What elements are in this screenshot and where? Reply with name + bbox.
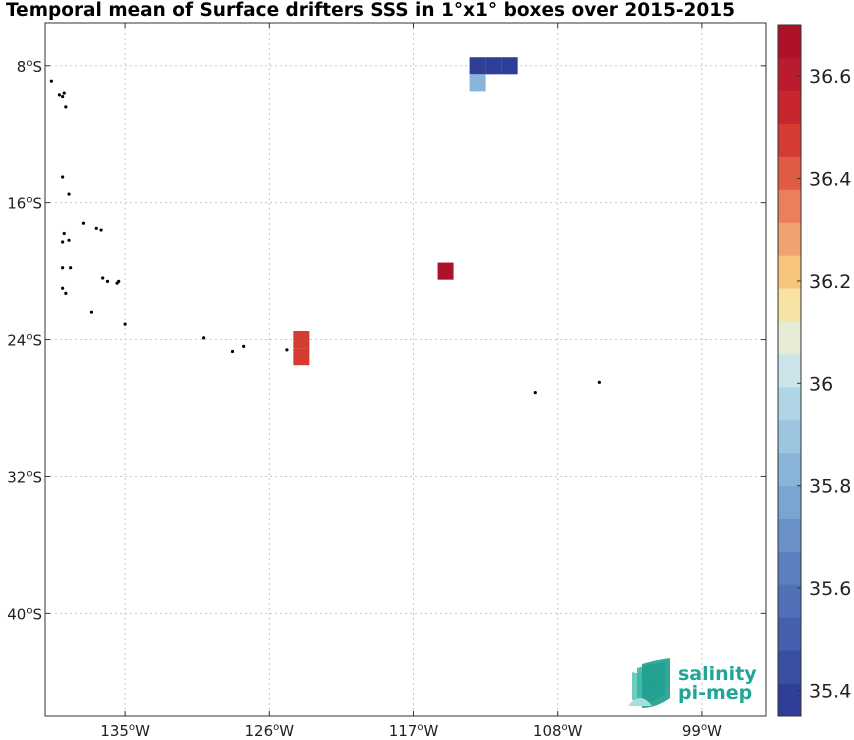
colorbar-segment-0 [778, 683, 801, 717]
colorbar-segment-17 [778, 123, 801, 157]
island-26 [285, 348, 289, 352]
island-27 [533, 391, 537, 395]
sss-box-1 [485, 57, 502, 75]
sss-box-6 [293, 348, 310, 366]
island-2 [61, 94, 65, 99]
colorbar-segment-9 [778, 386, 801, 421]
salinity-pi-mep-logo: salinity pi-mep [628, 658, 757, 708]
colorbar-segment-6 [778, 485, 801, 519]
island-16 [105, 279, 110, 283]
colorbar-segment-11 [778, 321, 801, 355]
lon-tick-label-1: 126oW [245, 722, 295, 740]
sss-box-4 [437, 262, 454, 280]
colorbar-segment-14 [778, 222, 801, 256]
lat-tick-label-2: 24oS [7, 332, 42, 350]
colorbar: 35.4 35.6 35.8 36 36.2 36.4 36.6 [777, 24, 851, 717]
island-11 [67, 238, 71, 242]
colorbar-segment-13 [778, 255, 801, 289]
island-24 [230, 349, 235, 354]
lat-tick-label-4: 40oS [7, 605, 42, 623]
colorbar-segment-16 [778, 156, 801, 190]
colorbar-tick-label-3: 36 [809, 373, 833, 395]
latitude-axis: 8oS 16oS 24oS 32oS 40oS [7, 58, 766, 623]
graticule [45, 23, 766, 716]
colorbar-segment-10 [778, 354, 801, 388]
island-25 [242, 344, 246, 348]
lat-tick-label-1: 16oS [7, 195, 42, 213]
island-4 [64, 105, 68, 109]
island-23 [202, 336, 206, 340]
colorbar-segment-5 [778, 518, 801, 552]
colorbar-segment-7 [778, 452, 801, 486]
sss-box-5 [293, 331, 310, 349]
colorbar-tick-label-4: 36.2 [809, 271, 851, 293]
land-islands [49, 79, 601, 395]
colorbar-tick-label-1: 35.6 [809, 578, 851, 600]
island-28 [597, 380, 601, 384]
lon-tick-label-0: 135oW [100, 722, 150, 740]
colorbar-tick-label-0: 35.4 [809, 680, 851, 702]
island-21 [89, 310, 94, 314]
logo-text-pi-mep: pi-mep [678, 682, 752, 704]
logo-wave-icon [628, 658, 670, 708]
island-15 [101, 276, 105, 280]
colorbar-segment-12 [778, 288, 801, 322]
island-3 [62, 91, 66, 95]
colorbar-frame [777, 24, 802, 717]
island-9 [99, 228, 103, 232]
island-5 [61, 175, 65, 179]
lat-tick-label-0: 8oS [17, 58, 42, 76]
colorbar-segment-4 [778, 551, 801, 585]
colorbar-tick-label-6: 36.6 [809, 66, 851, 88]
island-7 [81, 221, 86, 225]
island-19 [61, 286, 65, 290]
island-13 [61, 266, 65, 270]
colorbar-segment-2 [778, 617, 801, 651]
island-8 [94, 226, 98, 230]
sss-box-3 [469, 74, 486, 92]
logo-text-salinity: salinity [678, 663, 757, 685]
longitude-axis: 135oW 126oW 117oW 108oW 99oW [100, 23, 722, 740]
colorbar-segment-1 [778, 650, 801, 684]
island-0 [49, 79, 54, 83]
island-12 [61, 240, 65, 244]
island-22 [123, 322, 127, 326]
sss-boxes [293, 57, 518, 366]
island-20 [64, 291, 68, 295]
colorbar-segment-19 [778, 57, 801, 92]
island-1 [57, 93, 62, 97]
colorbar-tick-label-2: 35.8 [809, 476, 851, 498]
island-10 [62, 231, 66, 236]
colorbar-segment-3 [778, 584, 801, 618]
sss-box-0 [469, 57, 486, 75]
colorbar-segment-18 [778, 90, 801, 125]
lon-tick-label-2: 117oW [389, 722, 439, 740]
colorbar-segment-15 [778, 189, 801, 223]
sss-box-2 [501, 57, 518, 75]
island-18 [117, 279, 121, 283]
colorbar-segment-8 [778, 419, 801, 454]
island-6 [67, 192, 71, 196]
lon-tick-label-4: 99oW [682, 722, 722, 740]
colorbar-tick-label-5: 36.4 [809, 169, 851, 191]
chart-title: Temporal mean of Surface drifters SSS in… [6, 0, 736, 21]
map-frame [44, 22, 767, 717]
lat-tick-label-3: 32oS [7, 468, 42, 486]
map-plot-area [45, 23, 766, 716]
island-14 [69, 266, 73, 270]
colorbar-segment-20 [778, 25, 801, 59]
lon-tick-label-3: 108oW [533, 722, 583, 740]
